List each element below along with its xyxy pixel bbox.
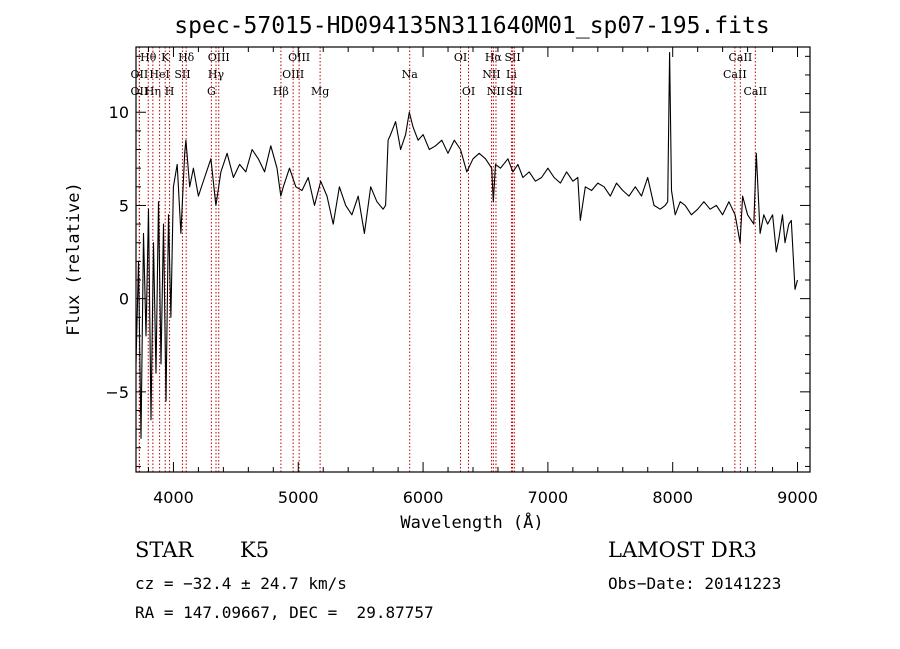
line-id-label-2: OII [131,85,149,98]
y-tick-label-10: 10 [109,103,129,122]
line-id-label-22: SII [504,51,520,64]
x-axis-label: Wavelength (Å) [400,511,543,533]
axes-frame [135,46,811,473]
x-tick-label-7000: 7000 [528,488,569,507]
y-axis-label: Flux (relative) [64,182,84,336]
line-id-label-10: Hγ [208,68,225,81]
line-id-label-24: SII [506,85,522,98]
spectrum-line [135,52,799,439]
line-id-label-18: OI [462,85,475,98]
survey-name: LAMOST DR3 [608,538,757,562]
line-id-label-17: OI [454,51,467,64]
line-id-label-6: H [165,85,175,98]
obs-date: Obs−Date: 20141223 [608,574,782,593]
x-tick-label-5000: 5000 [278,488,319,507]
line-id-label-13: OIII [288,51,310,64]
chart-title: spec-57015-HD094135N311640M01_sp07-195.f… [174,13,769,39]
x-tick-label-9000: 9000 [777,488,818,507]
x-tick-label-8000: 8000 [652,488,693,507]
object-class: STAR [135,538,194,562]
line-id-label-8: Hδ [178,51,195,64]
line-id-label-3: Hη [145,85,161,98]
line-id-label-23: Li [506,68,517,81]
x-tick-label-4000: 4000 [153,488,194,507]
redshift-value: cz = −32.4 ± 24.7 km/s [135,574,347,593]
line-id-label-12: Hβ [273,85,289,98]
line-id-label-20: NII [482,68,500,81]
line-id-label-26: CaII [723,68,747,81]
line-id-label-15: Mg [311,85,329,98]
y-tick-label-5: 5 [119,196,129,215]
y-tick-label--5: −5 [105,383,129,402]
line-id-label-7: SII [174,68,190,81]
line-id-label-11: G [207,85,216,98]
line-id-label-9: OIII [208,51,230,64]
line-id-label-0: Hθ [140,51,157,64]
x-tick-label-6000: 6000 [403,488,444,507]
line-id-label-16: Na [402,68,419,81]
plot-area: HθOIIOIIHηHeIKHSIIHδOIIIHγGHβOIIIOIIIMgN… [105,46,818,507]
line-id-label-25: CaII [729,51,753,64]
coordinates: RA = 147.09667, DEC = 29.87757 [135,603,434,622]
line-id-label-4: HeI [149,68,169,81]
line-id-label-14: OIII [282,68,304,81]
line-id-label-5: K [161,51,170,64]
y-tick-label-0: 0 [119,290,129,309]
line-id-label-21: NII [487,85,505,98]
line-id-label-27: CaII [743,85,767,98]
spectral-subclass: K5 [240,538,270,562]
line-id-label-19: Hα [485,51,503,64]
